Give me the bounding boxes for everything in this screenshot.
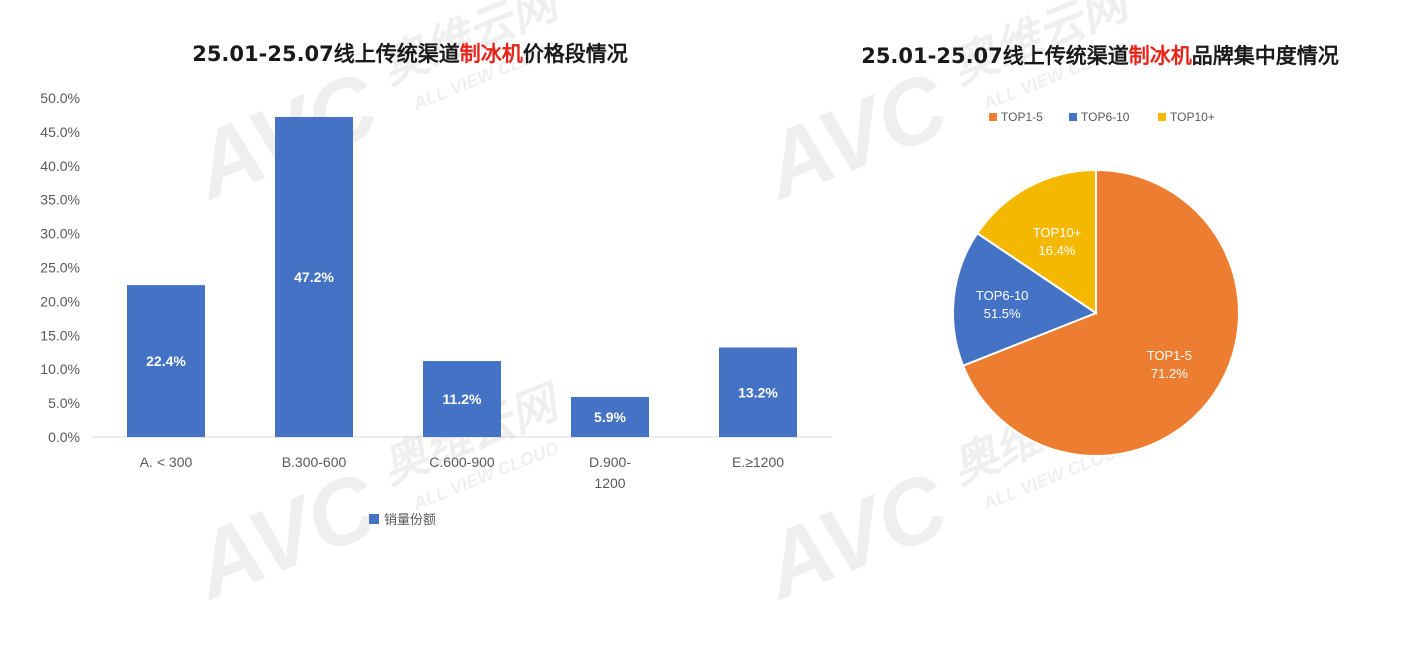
y-tick-label: 35.0%: [40, 192, 80, 208]
pie-title-suffix: 品牌集中度情况: [1192, 44, 1339, 68]
watermark-brand: AVC: [177, 453, 392, 619]
y-tick-label: 10.0%: [40, 361, 80, 377]
y-axis-ticks: 0.0% 5.0% 10.0% 15.0% 20.0% 25.0% 30.0% 35.0% 40…: [40, 90, 80, 445]
pie-chart-title: 25.01-25.07线上传统渠道制冰机品牌集中度情况: [861, 44, 1339, 68]
x-tick-label: A. < 300: [140, 454, 193, 470]
pie-legend-label: TOP10+: [1170, 110, 1215, 124]
pie-chart: 25.01-25.07线上传统渠道制冰机品牌集中度情况 TOP1-5 TOP6-1…: [861, 44, 1339, 457]
pie-legend-swatch: [1158, 113, 1166, 121]
y-tick-label: 50.0%: [40, 90, 80, 106]
watermark-brand: AVC: [747, 53, 962, 219]
pie-slice-label: TOP6-10 51.5%: [976, 288, 1029, 321]
pie-slice: [961, 168, 1240, 457]
y-tick-label: 15.0%: [40, 327, 80, 343]
pie-legend: TOP1-5 TOP6-10 TOP10+: [989, 110, 1215, 124]
y-tick-label: 45.0%: [40, 124, 80, 140]
bar-data-labels: 22.4% 47.2% 11.2% 5.9% 13.2%: [146, 269, 778, 425]
bar-title-prefix: 25.01-25.07线上传统渠道: [192, 42, 460, 66]
y-tick-label: 25.0%: [40, 260, 80, 276]
pie-legend-swatch: [1069, 113, 1077, 121]
x-tick-label: B.300-600: [282, 454, 347, 470]
x-tick-label: D.900-1200: [589, 454, 631, 491]
y-tick-label: 30.0%: [40, 226, 80, 242]
y-tick-label: 5.0%: [48, 395, 80, 411]
bar: [127, 285, 205, 437]
bar: [275, 116, 353, 437]
pie-legend-label: TOP1-5: [1001, 110, 1043, 124]
pie-slice-label: TOP10+ 16.4%: [1033, 225, 1082, 258]
bar-data-label: 22.4%: [146, 353, 186, 369]
bar: [423, 361, 501, 437]
pie-slice-labels: TOP1-5 71.2% TOP6-10 51.5%TOP10+ 16.4%: [976, 225, 1192, 381]
x-axis-categories: A. < 300 B.300-600 C.600-900 D.900-1200 E.≥1…: [140, 454, 785, 491]
bar-chart-title: 25.01-25.07线上传统渠道制冰机价格段情况: [192, 42, 628, 66]
bar-title-highlight: 制冰机: [460, 42, 523, 66]
bar-chart: 25.01-25.07线上传统渠道制冰机价格段情况 0.0% 5.0% 10.0% 1…: [40, 42, 832, 528]
pie-title-prefix: 25.01-25.07线上传统渠道: [861, 44, 1129, 68]
bar: [719, 347, 797, 437]
bar-data-label: 47.2%: [294, 269, 334, 285]
y-tick-label: 0.0%: [48, 429, 80, 445]
watermark-brand: AVC: [747, 453, 962, 619]
x-tick-label: E.≥1200: [732, 454, 784, 470]
bar: [571, 396, 649, 437]
bar-legend: 销量份额: [369, 513, 436, 528]
y-tick-label: 20.0%: [40, 293, 80, 309]
pie-slices: [952, 168, 1240, 457]
y-tick-label: 40.0%: [40, 158, 80, 174]
pie-slice: [975, 168, 1097, 315]
pie-legend-label: TOP6-10: [1081, 110, 1130, 124]
legend-label-sales-share: 销量份额: [384, 513, 436, 528]
pie-slice: [952, 231, 1099, 367]
pie-title-highlight: 制冰机: [1129, 44, 1192, 68]
bar-data-label: 13.2%: [738, 384, 778, 400]
legend-swatch-sales-share: [369, 514, 379, 524]
bars: [127, 116, 797, 437]
bar-data-label: 5.9%: [594, 409, 626, 425]
x-tick-label: C.600-900: [429, 454, 495, 470]
pie-legend-swatch: [989, 113, 997, 121]
pie-slice-label: TOP1-5 71.2%: [1147, 348, 1192, 381]
bar-title-suffix: 价格段情况: [523, 42, 628, 66]
bar-data-label: 11.2%: [443, 391, 482, 407]
